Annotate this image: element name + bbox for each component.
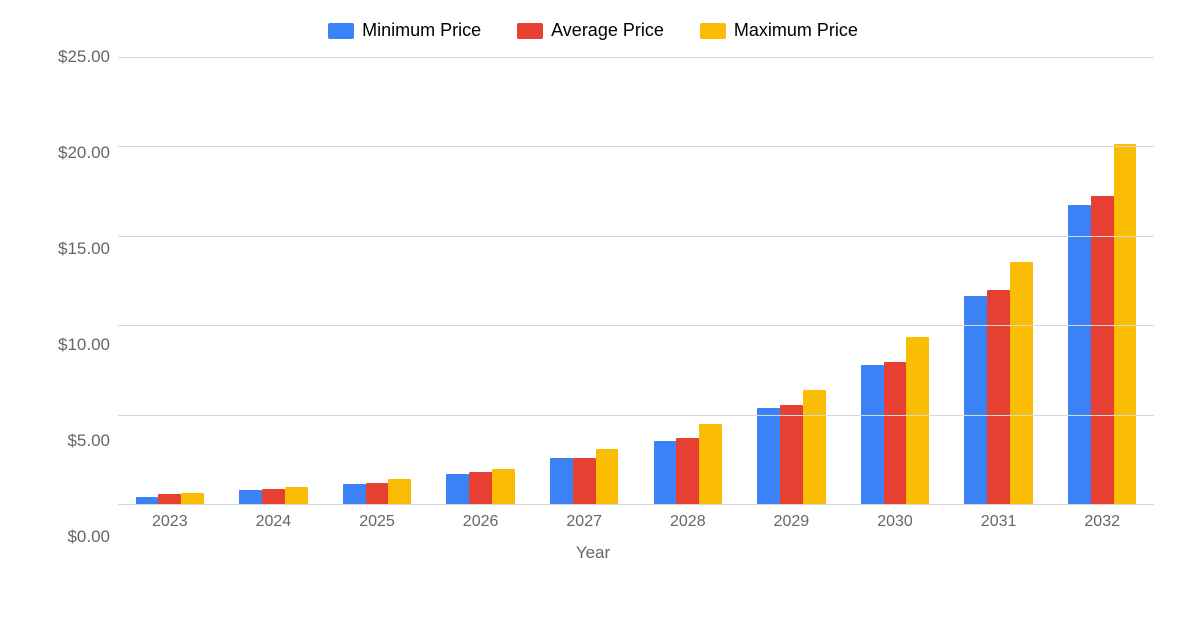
bar bbox=[596, 449, 619, 504]
legend-swatch-average bbox=[517, 23, 543, 39]
legend-label-minimum: Minimum Price bbox=[362, 20, 481, 41]
bar bbox=[573, 458, 596, 504]
bar-group bbox=[130, 57, 209, 504]
bar bbox=[861, 365, 884, 504]
y-tick-label: $20.00 bbox=[58, 143, 110, 163]
gridline bbox=[118, 504, 1154, 505]
x-tick-label: 2028 bbox=[670, 513, 706, 531]
bar-group bbox=[1063, 57, 1142, 504]
x-tick-label: 2025 bbox=[359, 513, 395, 531]
y-axis: $0.00$5.00$10.00$15.00$20.00$25.00 bbox=[18, 57, 118, 537]
bar-group bbox=[856, 57, 935, 504]
bar-group bbox=[959, 57, 1038, 504]
bar bbox=[262, 489, 285, 504]
bar bbox=[158, 494, 181, 504]
gridline bbox=[118, 325, 1154, 326]
bar bbox=[906, 337, 929, 504]
x-tick-label: 2024 bbox=[256, 513, 292, 531]
bar-group bbox=[545, 57, 624, 504]
y-tick-label: $5.00 bbox=[67, 431, 110, 451]
x-tick-label: 2030 bbox=[877, 513, 913, 531]
bar bbox=[803, 390, 826, 504]
bar bbox=[1068, 205, 1091, 504]
gridline bbox=[118, 146, 1154, 147]
bar bbox=[343, 484, 366, 504]
bar bbox=[388, 479, 411, 504]
bar bbox=[987, 290, 1010, 504]
legend-swatch-minimum bbox=[328, 23, 354, 39]
legend-label-average: Average Price bbox=[551, 20, 664, 41]
x-tick-label: 2023 bbox=[152, 513, 188, 531]
bar-group bbox=[338, 57, 417, 504]
legend-label-maximum: Maximum Price bbox=[734, 20, 858, 41]
bar bbox=[1091, 196, 1114, 504]
gridline bbox=[118, 57, 1154, 58]
bar bbox=[964, 296, 987, 504]
x-tick-label: 2027 bbox=[566, 513, 602, 531]
bar-group bbox=[441, 57, 520, 504]
bar bbox=[136, 497, 159, 504]
bar bbox=[1114, 144, 1137, 504]
legend: Minimum Price Average Price Maximum Pric… bbox=[18, 20, 1168, 41]
legend-swatch-maximum bbox=[700, 23, 726, 39]
y-tick-label: $25.00 bbox=[58, 47, 110, 67]
bar bbox=[446, 474, 469, 504]
chart-canvas bbox=[118, 57, 1154, 505]
bar-group bbox=[234, 57, 313, 504]
x-axis: 2023 2024 2025 2026 2027 2028 2029 2030 2031 2032 bbox=[118, 509, 1154, 537]
bar-group bbox=[752, 57, 831, 504]
bar bbox=[699, 424, 722, 504]
bars-layer bbox=[118, 57, 1154, 504]
bar bbox=[239, 490, 262, 504]
x-axis-title: Year bbox=[18, 543, 1168, 563]
legend-item-minimum: Minimum Price bbox=[328, 20, 481, 41]
bar-group bbox=[648, 57, 727, 504]
y-tick-label: $10.00 bbox=[58, 335, 110, 355]
legend-item-average: Average Price bbox=[517, 20, 664, 41]
legend-item-maximum: Maximum Price bbox=[700, 20, 858, 41]
bar bbox=[285, 487, 308, 504]
gridline bbox=[118, 415, 1154, 416]
bar bbox=[469, 472, 492, 504]
x-tick-label: 2029 bbox=[774, 513, 810, 531]
plot-area: $0.00$5.00$10.00$15.00$20.00$25.00 20232… bbox=[118, 57, 1154, 537]
x-tick-label: 2031 bbox=[981, 513, 1017, 531]
bar bbox=[550, 458, 573, 504]
bar bbox=[181, 493, 204, 504]
x-tick-label: 2026 bbox=[463, 513, 499, 531]
price-forecast-chart: Minimum Price Average Price Maximum Pric… bbox=[0, 0, 1186, 634]
x-tick-label: 2032 bbox=[1084, 513, 1120, 531]
bar bbox=[884, 362, 907, 504]
y-tick-label: $0.00 bbox=[67, 527, 110, 547]
bar bbox=[1010, 262, 1033, 504]
bar bbox=[492, 469, 515, 504]
bar bbox=[780, 405, 803, 504]
y-tick-label: $15.00 bbox=[58, 239, 110, 259]
bar bbox=[654, 441, 677, 504]
gridline bbox=[118, 236, 1154, 237]
bar bbox=[676, 438, 699, 504]
bar bbox=[366, 483, 389, 504]
bar bbox=[757, 408, 780, 504]
